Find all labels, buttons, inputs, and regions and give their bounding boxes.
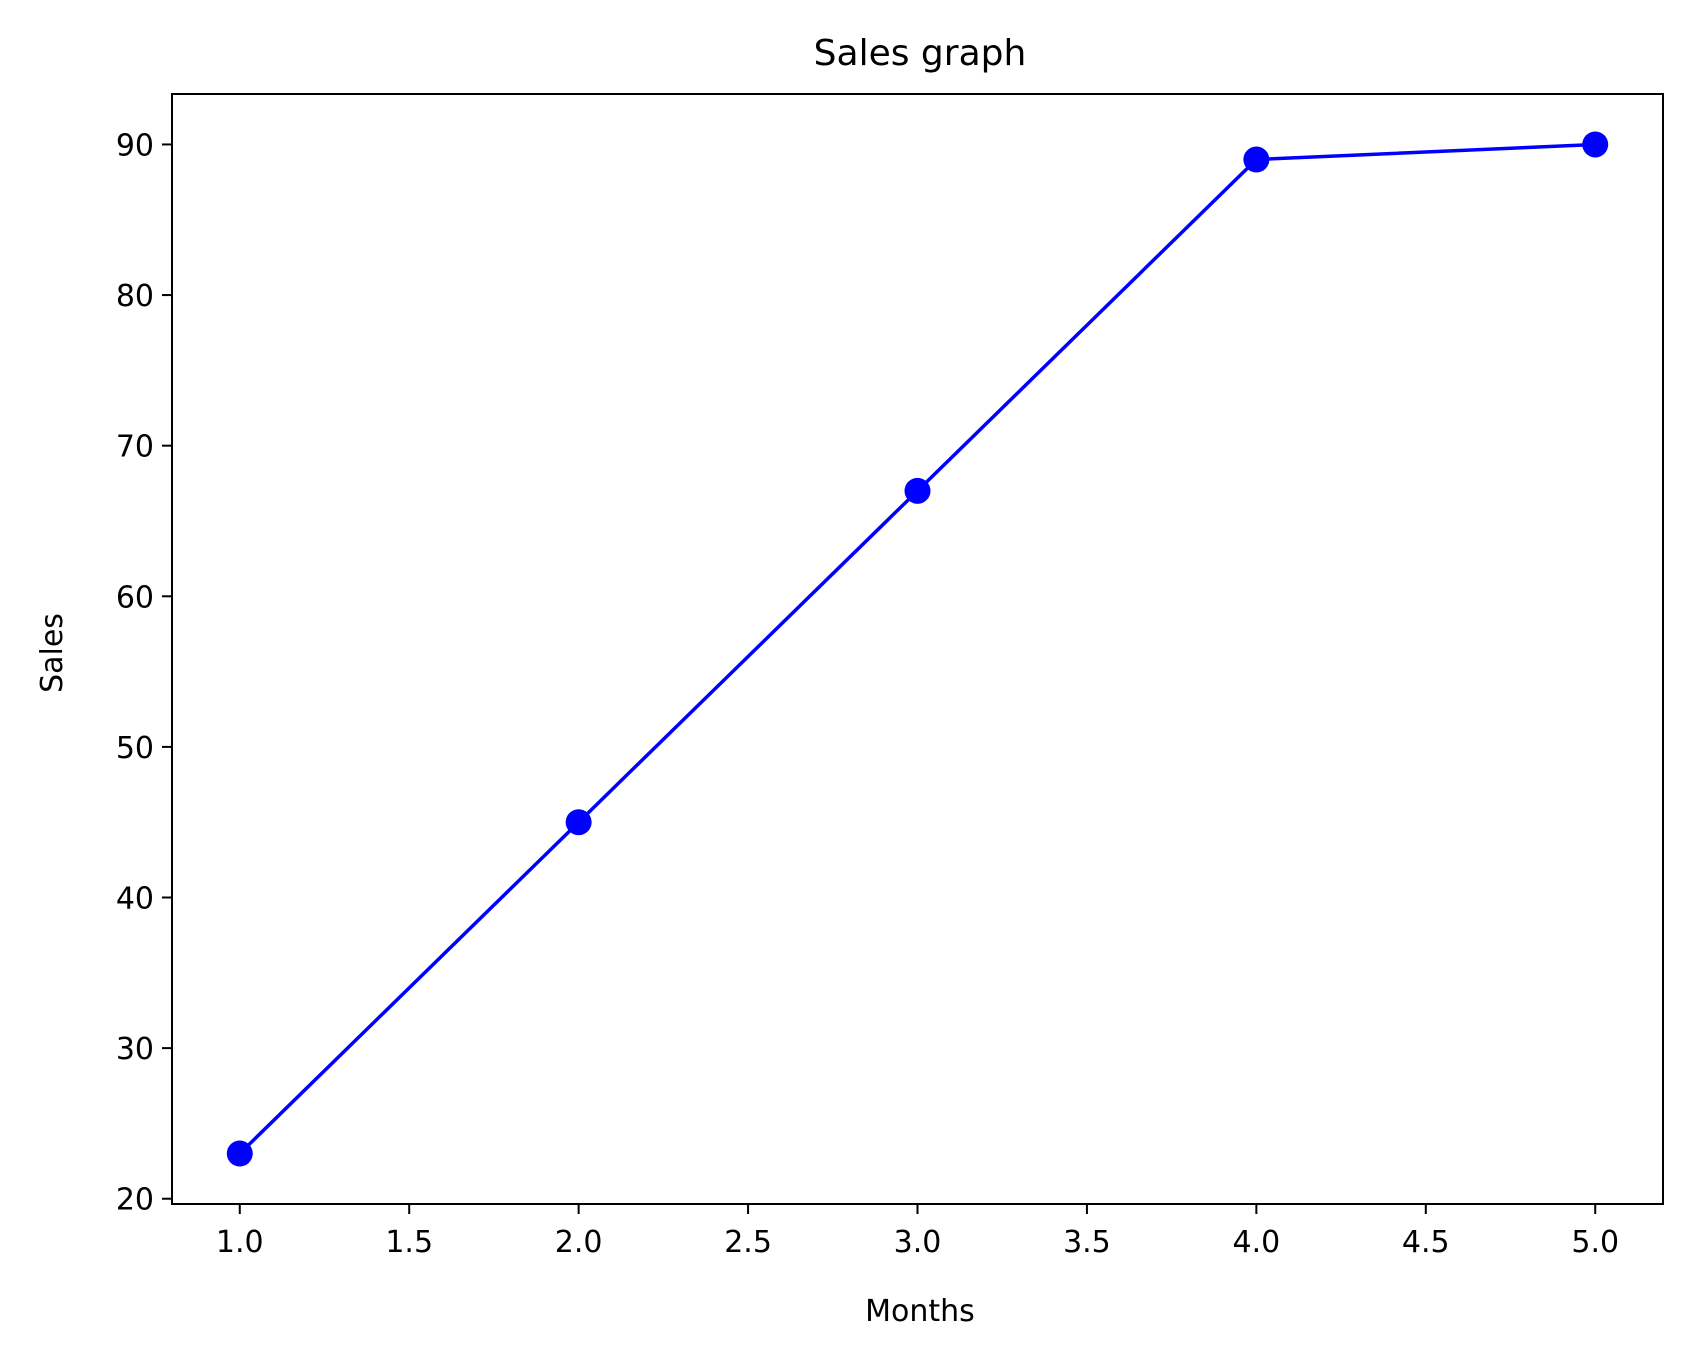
chart-title: Sales graph <box>814 33 1027 74</box>
x-tick-label: 4.0 <box>1233 1225 1281 1260</box>
y-tick-label: 70 <box>116 430 154 465</box>
y-tick-label: 60 <box>116 580 154 615</box>
data-point <box>1243 146 1270 173</box>
x-tick-label: 1.5 <box>385 1225 433 1260</box>
y-tick-label: 30 <box>116 1032 154 1067</box>
y-axis-label: Sales <box>35 613 70 693</box>
x-tick-label: 3.5 <box>1063 1225 1111 1260</box>
x-tick-label: 2.5 <box>724 1225 772 1260</box>
data-point <box>565 809 592 836</box>
data-point <box>1582 131 1609 158</box>
plot-frame <box>171 93 1664 1205</box>
x-tick-label: 3.0 <box>894 1225 942 1260</box>
y-tick-label: 50 <box>116 731 154 766</box>
plot-area: 1.0 1.5 2.0 2.5 3.0 3.5 4.0 4.5 5.0 20 30 40 50 60 70 8… <box>116 93 1664 1260</box>
y-tick-label: 40 <box>116 882 154 917</box>
y-tick-label: 90 <box>116 128 154 163</box>
data-point <box>904 477 931 504</box>
y-tick-label: 80 <box>116 279 154 314</box>
x-tick-label: 1.0 <box>216 1225 264 1260</box>
x-tick-label: 2.0 <box>555 1225 603 1260</box>
x-tick-label: 4.5 <box>1402 1225 1450 1260</box>
y-tick-label: 20 <box>116 1183 154 1218</box>
x-axis-label: Months <box>865 1294 975 1329</box>
data-point <box>226 1140 253 1167</box>
x-tick-label: 5.0 <box>1571 1225 1619 1260</box>
